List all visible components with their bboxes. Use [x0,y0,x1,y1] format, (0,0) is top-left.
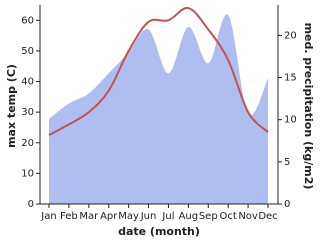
x-tick-label: Mar [79,211,99,222]
y-tick-label: 10 [21,168,34,179]
y2-tick-label: 15 [284,73,297,84]
y-axis-label: max temp (C) [5,64,18,148]
x-tick-label: Aug [179,211,199,222]
x-tick-label: Sep [199,211,218,222]
x-tick-label: Apr [100,211,118,222]
precipitation-area [49,14,268,205]
x-tick-label: Nov [238,211,258,222]
x-tick-label: Feb [60,211,78,222]
x-tick-label: Jul [161,211,174,222]
x-tick-label: Jun [140,211,157,222]
y2-tick-label: 0 [284,199,290,210]
y2-tick-label: 5 [284,157,290,168]
y2-tick-label: 10 [284,115,297,126]
y-tick-label: 20 [21,138,34,149]
x-tick-label: Oct [220,211,237,222]
y-tick-label: 40 [21,77,34,88]
y-tick-label: 50 [21,46,34,57]
y-tick-label: 0 [28,199,34,210]
temperature-line [48,7,269,136]
y2-axis-label: med. precipitation (kg/m2) [302,23,315,190]
y2-tick-label: 20 [284,30,297,41]
x-tick-label: Dec [258,211,277,222]
x-axis-label: date (month) [118,225,200,238]
x-tick-label: Jan [40,211,56,222]
x-tick-label: May [118,211,139,222]
y-tick-label: 30 [21,107,34,118]
y-tick-label: 60 [21,15,34,26]
